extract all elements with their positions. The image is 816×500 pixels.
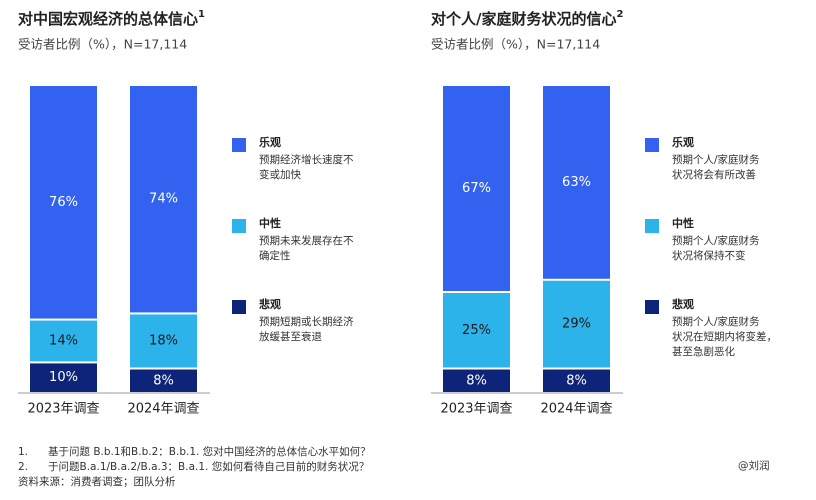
legend-description: 预期未来发展存在不 (259, 234, 354, 247)
value-label: 8% (466, 373, 487, 388)
value-label: 8% (566, 373, 587, 388)
legend-description: 状况将会有所改善 (672, 168, 756, 181)
footnote-text: 于问题B.a.1/B.a.2/B.a.3：B.a.1. 您如何看待自己目前的财务… (48, 460, 369, 473)
bar-segment (543, 86, 610, 279)
legend-name: 悲观 (672, 297, 694, 311)
legend-description: 确定性 (259, 249, 291, 262)
footnote-number: 2. (18, 461, 28, 473)
bar-segment (543, 280, 610, 368)
value-label: 67% (462, 181, 491, 196)
bar-segment (443, 369, 510, 392)
value-label: 25% (462, 323, 491, 338)
legend-swatch (232, 138, 246, 152)
bar-segment (130, 369, 197, 392)
footnote-text: 基于问题 B.b.1和B.b.2：B.b.1. 您对中国经济的总体信心水平如何？ (48, 445, 371, 458)
legend-name: 乐观 (259, 135, 281, 149)
legend-name: 悲观 (259, 297, 281, 311)
bar-segment (443, 293, 510, 368)
bar-segment (543, 369, 610, 392)
value-label: 76% (49, 195, 78, 210)
value-label: 63% (562, 175, 591, 190)
chart-title: 对中国宏观经济的总体信心1 (18, 9, 205, 28)
legend-name: 中性 (672, 216, 694, 230)
legend-description: 预期个人/家庭财务 (672, 153, 760, 166)
legend-description: 放缓甚至衰退 (259, 330, 322, 343)
value-label: 29% (562, 317, 591, 332)
chart-title-text: 对中国宏观经济的总体信心 (18, 10, 198, 28)
chart-title-text: 对个人/家庭财务状况的信心 (431, 10, 616, 28)
watermark: @刘润 (738, 459, 770, 472)
x-tick-label: 2024年调查 (127, 402, 199, 417)
legend-description: 状况将保持不变 (672, 249, 746, 262)
x-tick-label: 2024年调查 (540, 402, 612, 417)
value-label: 10% (49, 370, 78, 385)
bar-segment (30, 363, 97, 392)
value-label: 14% (49, 333, 78, 348)
bar-segment (30, 320, 97, 362)
title-note: 1 (198, 9, 205, 20)
legend-description: 甚至急剧恶化 (672, 345, 735, 358)
legend-description: 预期经济增长速度不 (259, 153, 354, 166)
chart-subtitle: 受访者比例（%），N=17,114 (431, 37, 600, 52)
title-note: 2 (616, 9, 623, 20)
footnote-number: 1. (18, 446, 28, 458)
legend-description: 状况在短期内将变差， (672, 330, 777, 343)
chart-subtitle: 受访者比例（%），N=17,114 (18, 37, 187, 52)
legend-swatch (232, 300, 246, 314)
legend-description: 预期个人/家庭财务 (672, 315, 760, 328)
legend-swatch (645, 300, 659, 314)
x-tick-label: 2023年调查 (440, 402, 512, 417)
legend-swatch (645, 219, 659, 233)
value-label: 18% (149, 333, 178, 348)
chart-title: 对个人/家庭财务状况的信心2 (431, 9, 623, 28)
value-label: 8% (153, 373, 174, 388)
source: 资料来源：消费者调查；团队分析 (18, 475, 176, 488)
legend-name: 中性 (259, 216, 281, 230)
legend-swatch (232, 219, 246, 233)
legend-description: 变或加快 (259, 168, 301, 181)
bar-segment (130, 86, 197, 313)
x-tick-label: 2023年调查 (27, 402, 99, 417)
bar-segment (30, 86, 97, 319)
legend-description: 预期个人/家庭财务 (672, 234, 760, 247)
value-label: 74% (149, 192, 178, 207)
bar-segment (443, 86, 510, 292)
bar-segment (130, 314, 197, 368)
legend-swatch (645, 138, 659, 152)
legend-description: 预期短期或长期经济 (259, 315, 354, 328)
legend-name: 乐观 (672, 135, 694, 149)
